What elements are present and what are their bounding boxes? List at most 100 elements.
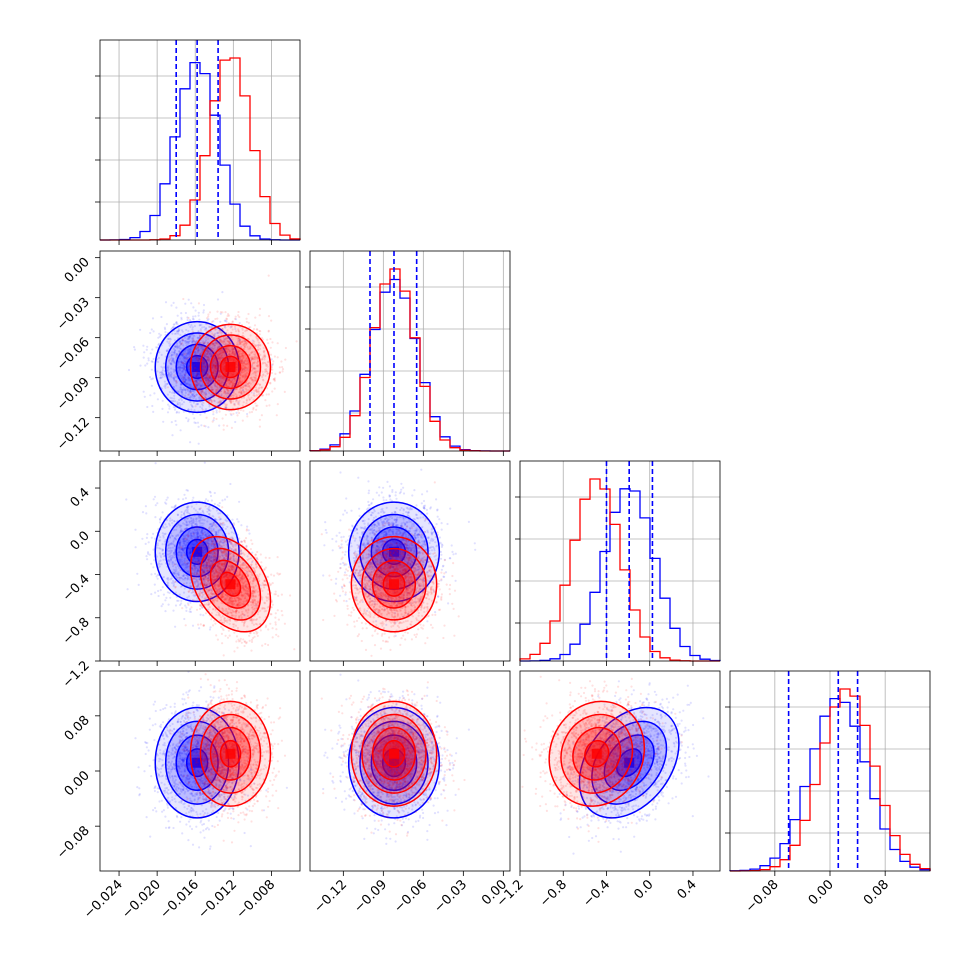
scatter-point-series-1 xyxy=(204,365,207,369)
scatter-point-series-2 xyxy=(241,386,244,389)
scatter-point-series-1 xyxy=(190,346,193,349)
scatter-point-series-1 xyxy=(213,369,216,372)
scatter-point-series-2 xyxy=(241,360,244,363)
scatter-point-series-2 xyxy=(254,371,258,374)
scatter-point-series-1 xyxy=(180,318,183,321)
scatter-point-series-1 xyxy=(214,366,217,369)
scatter-point-series-1 xyxy=(220,399,223,402)
scatter-point-series-1 xyxy=(183,356,186,359)
scatter-point-series-1 xyxy=(205,374,208,378)
scatter-point-series-1 xyxy=(200,390,204,393)
scatter-point-series-1 xyxy=(166,382,169,385)
scatter-point-series-1 xyxy=(189,335,192,338)
scatter-point-series-1 xyxy=(173,349,176,352)
scatter-point-series-2 xyxy=(270,366,273,369)
scatter-point-series-1 xyxy=(168,407,171,410)
scatter-point-series-1 xyxy=(133,346,136,349)
scatter-point-series-1 xyxy=(181,361,184,364)
scatter-point-series-1 xyxy=(192,401,195,404)
scatter-point-series-2 xyxy=(280,360,283,363)
scatter-point-series-1 xyxy=(211,364,214,367)
scatter-point-series-2 xyxy=(237,336,240,339)
scatter-point-series-1 xyxy=(182,378,185,381)
scatter-point-series-1 xyxy=(178,398,181,401)
scatter-point-series-2 xyxy=(230,353,233,356)
scatter-point-series-1 xyxy=(199,379,203,382)
scatter-point-series-2 xyxy=(255,408,258,411)
scatter-point-series-1 xyxy=(200,389,203,392)
scatter-point-series-2 xyxy=(213,364,216,367)
scatter-point-series-1 xyxy=(211,346,214,349)
scatter-point-series-2 xyxy=(207,380,210,383)
scatter-point-series-1 xyxy=(175,345,178,348)
scatter-point-series-1 xyxy=(199,613,202,616)
scatter-point-series-2 xyxy=(281,370,284,373)
scatter-point-series-1 xyxy=(199,324,202,327)
scatter-point-series-2 xyxy=(211,370,215,374)
scatter-point-series-1 xyxy=(203,354,206,357)
scatter-point-series-2 xyxy=(245,344,248,347)
scatter-point-series-2 xyxy=(219,344,222,348)
scatter-point-series-2 xyxy=(262,394,265,397)
scatter-point-series-1 xyxy=(141,510,145,514)
scatter-point-series-1 xyxy=(187,348,190,351)
scatter-point-series-1 xyxy=(199,384,202,388)
scatter-point-series-1 xyxy=(184,391,187,394)
scatter-point-series-2 xyxy=(268,556,271,560)
scatter-point-series-1 xyxy=(139,364,142,367)
scatter-point-series-1 xyxy=(177,329,180,333)
scatter-point-series-2 xyxy=(227,396,230,399)
scatter-point-series-1 xyxy=(207,399,210,402)
scatter-point-series-1 xyxy=(160,353,163,356)
scatter-point-series-2 xyxy=(264,363,267,366)
histogram-panel-3 xyxy=(519,460,721,662)
scatter-point-series-1 xyxy=(180,316,183,319)
scatter-point-series-2 xyxy=(189,391,192,394)
scatter-point-series-2 xyxy=(238,411,241,415)
scatter-point-series-1 xyxy=(227,348,230,351)
scatter-point-series-1 xyxy=(170,304,173,307)
scatter-point-series-2 xyxy=(239,387,242,390)
scatter-point-series-1 xyxy=(187,382,190,385)
scatter-point-series-1 xyxy=(215,364,218,367)
scatter-point-series-1 xyxy=(204,408,208,411)
scatter-point-series-1 xyxy=(214,341,217,344)
scatter-point-series-2 xyxy=(212,410,215,413)
scatter-point-series-1 xyxy=(193,395,196,398)
scatter-point-series-2 xyxy=(276,403,279,406)
scatter-point-series-1 xyxy=(228,356,232,359)
scatter-point-series-1 xyxy=(180,376,183,379)
scatter-point-series-2 xyxy=(207,373,210,376)
scatter-point-series-1 xyxy=(167,365,170,368)
scatter-point-series-1 xyxy=(167,368,170,371)
scatter-point-series-1 xyxy=(210,353,213,356)
scatter-point-series-2 xyxy=(212,342,215,345)
scatter-point-series-1 xyxy=(207,378,210,382)
scatter-point-series-1 xyxy=(175,379,178,383)
scatter-point-series-1 xyxy=(172,361,176,364)
scatter-point-series-2 xyxy=(221,367,225,370)
scatter-point-series-1 xyxy=(214,385,217,388)
scatter-point-series-1 xyxy=(185,340,188,344)
scatter-point-series-1 xyxy=(224,326,227,329)
scatter-point-series-2 xyxy=(216,386,219,390)
scatter-point-series-1 xyxy=(154,462,157,465)
scatter-point-series-1 xyxy=(202,614,205,617)
scatter-point-series-1 xyxy=(162,593,165,596)
scatter-point-series-1 xyxy=(136,572,139,575)
scatter-point-series-1 xyxy=(211,366,214,369)
scatter-point-series-1 xyxy=(181,354,184,357)
scatter-point-series-1 xyxy=(204,366,207,369)
scatter-point-series-1 xyxy=(184,357,187,360)
scatter-point-series-1 xyxy=(198,372,201,375)
scatter-point-series-2 xyxy=(208,376,211,380)
scatter-point-series-1 xyxy=(201,365,205,368)
scatter-point-series-2 xyxy=(271,363,274,366)
scatter-point-series-2 xyxy=(206,323,209,326)
scatter-panel-2-1 xyxy=(127,274,298,445)
scatter-point-series-1 xyxy=(174,345,177,348)
scatter-point-series-2 xyxy=(262,350,265,353)
scatter-point-series-1 xyxy=(197,314,200,317)
scatter-point-series-1 xyxy=(173,378,176,381)
scatter-point-series-1 xyxy=(183,340,186,343)
